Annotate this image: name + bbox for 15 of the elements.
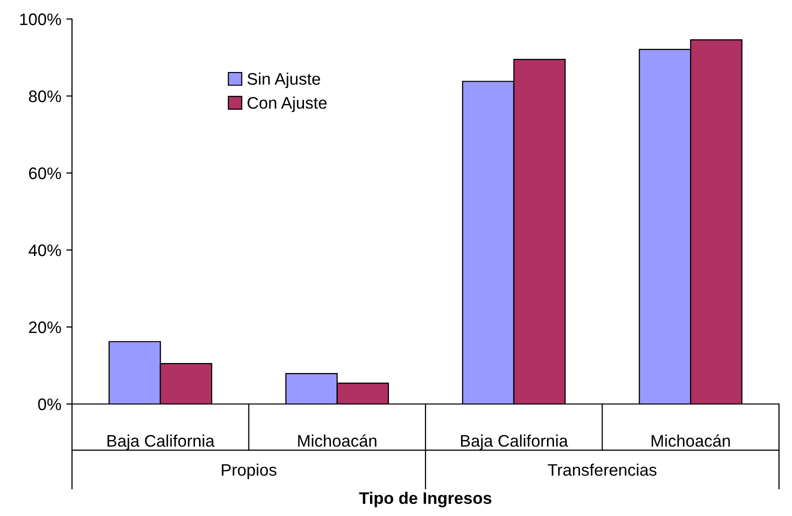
y-tick-label: 0% [38, 398, 61, 410]
x-tick-label: Michoacán [652, 434, 730, 447]
y-tick-label: 80% [28, 90, 61, 102]
y-tick-label: 60% [29, 167, 61, 180]
x-tick-label: Baja California [108, 434, 215, 450]
legend-label: Sin Ajuste [247, 72, 320, 88]
y-tick-label: 100% [20, 13, 61, 26]
text: Propios [222, 464, 276, 480]
text: Transferencias [548, 464, 656, 476]
x-tick-label: Baja California [461, 434, 568, 450]
x-tick-label: Michoacán [298, 434, 376, 447]
y-tick-label: 20% [29, 321, 61, 334]
y-tick-label: 40% [28, 244, 61, 256]
x-axis-title: Tipo de Ingresos [359, 492, 492, 508]
legend-label: Con Ajuste [248, 96, 327, 112]
